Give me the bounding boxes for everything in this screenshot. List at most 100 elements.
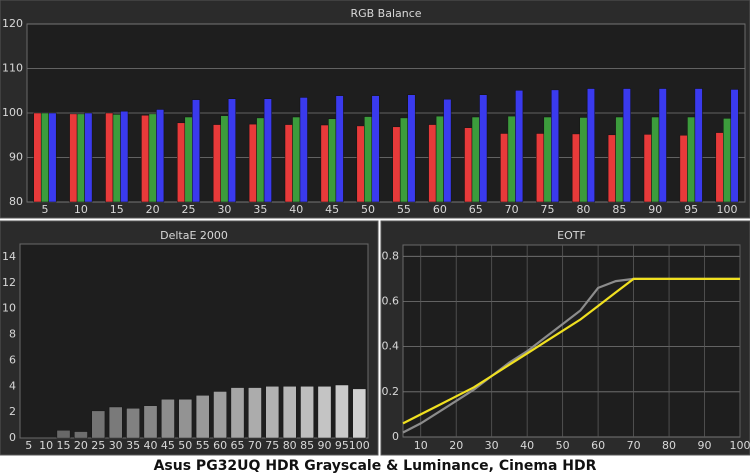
x-tick-label: 55 <box>397 203 411 216</box>
bar <box>300 386 314 439</box>
bar <box>148 113 157 203</box>
bar <box>335 384 349 439</box>
bar <box>471 116 480 203</box>
x-tick-label: 60 <box>213 439 227 452</box>
x-tick-label: 30 <box>217 203 231 216</box>
x-tick-label: 90 <box>318 439 332 452</box>
y-tick-label: 0.6 <box>382 294 400 307</box>
bar <box>40 112 49 203</box>
bar <box>105 112 114 203</box>
plot-area <box>402 244 741 438</box>
bar <box>220 115 229 203</box>
bar <box>292 116 301 203</box>
bar <box>161 398 175 439</box>
bar <box>579 117 588 203</box>
y-tick-label: 120 <box>2 17 23 30</box>
bar <box>126 408 140 439</box>
x-tick-label: 20 <box>146 203 160 216</box>
x-tick-label: 65 <box>231 439 245 452</box>
bar <box>230 387 245 439</box>
chart-title: DeltaE 2000 <box>160 229 228 242</box>
bar <box>184 116 193 203</box>
x-tick-label: 70 <box>505 203 519 216</box>
bar <box>586 88 595 203</box>
x-tick-label: 35 <box>126 439 140 452</box>
x-tick-label: 5 <box>41 203 48 216</box>
bar <box>694 88 703 203</box>
y-tick-label: 0.8 <box>382 249 400 262</box>
x-tick-label: 75 <box>541 203 555 216</box>
bar <box>536 133 545 203</box>
y-tick-label: 6 <box>9 353 16 366</box>
x-tick-label: 100 <box>349 439 370 452</box>
y-tick-label: 0 <box>9 431 16 444</box>
x-tick-label: 40 <box>289 203 303 216</box>
y-tick-label: 100 <box>2 106 23 119</box>
bar <box>352 388 367 439</box>
x-tick-label: 35 <box>253 203 267 216</box>
x-tick-label: 60 <box>591 439 605 452</box>
bar <box>33 112 42 203</box>
line <box>402 277 740 425</box>
bar <box>651 116 660 203</box>
bar <box>435 115 444 203</box>
y-tick-label: 14 <box>2 250 16 263</box>
bar <box>317 386 332 439</box>
bar <box>263 98 272 203</box>
bar <box>84 112 93 203</box>
bar <box>500 133 509 203</box>
x-tick-label: 70 <box>248 439 262 452</box>
x-tick-label: 65 <box>469 203 483 216</box>
y-tick-label: 8 <box>9 328 16 341</box>
x-tick-label: 40 <box>144 439 158 452</box>
bar <box>213 391 227 439</box>
bar <box>407 94 416 203</box>
bar <box>256 117 265 203</box>
x-tick-label: 20 <box>449 439 463 452</box>
bar <box>658 88 667 203</box>
x-tick-label: 100 <box>717 203 738 216</box>
x-tick-label: 45 <box>325 203 339 216</box>
bar <box>178 398 193 439</box>
bar <box>69 113 78 203</box>
x-tick-label: 70 <box>627 439 641 452</box>
bar <box>551 89 560 203</box>
bar <box>112 114 121 203</box>
y-tick-label: 10 <box>2 302 16 315</box>
x-tick-label: 60 <box>433 203 447 216</box>
bar <box>282 386 297 439</box>
bar <box>356 125 365 203</box>
y-tick-label: 110 <box>2 62 23 75</box>
x-tick-label: 55 <box>196 439 210 452</box>
bar <box>141 114 150 203</box>
bar <box>464 127 473 203</box>
bar <box>543 116 552 203</box>
bar <box>615 116 624 203</box>
x-tick-label: 10 <box>414 439 428 452</box>
y-tick-label: 0.4 <box>382 340 400 353</box>
bar <box>320 124 329 203</box>
bar <box>723 118 732 203</box>
bar <box>195 395 210 439</box>
x-tick-label: 85 <box>612 203 626 216</box>
bar <box>156 109 165 203</box>
y-tick-label: 80 <box>9 195 23 208</box>
bar <box>571 133 580 203</box>
bar <box>48 112 57 203</box>
bar <box>371 95 380 203</box>
bar <box>74 431 88 439</box>
x-tick-label: 80 <box>662 439 676 452</box>
bar <box>679 135 688 203</box>
bar <box>76 113 85 203</box>
bar <box>299 97 308 203</box>
bar <box>730 89 739 203</box>
chart-title: RGB Balance <box>350 7 421 20</box>
x-tick-label: 80 <box>283 439 297 452</box>
x-tick-label: 40 <box>520 439 534 452</box>
x-tick-label: 85 <box>300 439 314 452</box>
x-tick-label: 10 <box>74 203 88 216</box>
bar <box>248 123 257 203</box>
bar <box>192 99 201 203</box>
bar <box>265 386 280 439</box>
bar <box>622 88 631 203</box>
